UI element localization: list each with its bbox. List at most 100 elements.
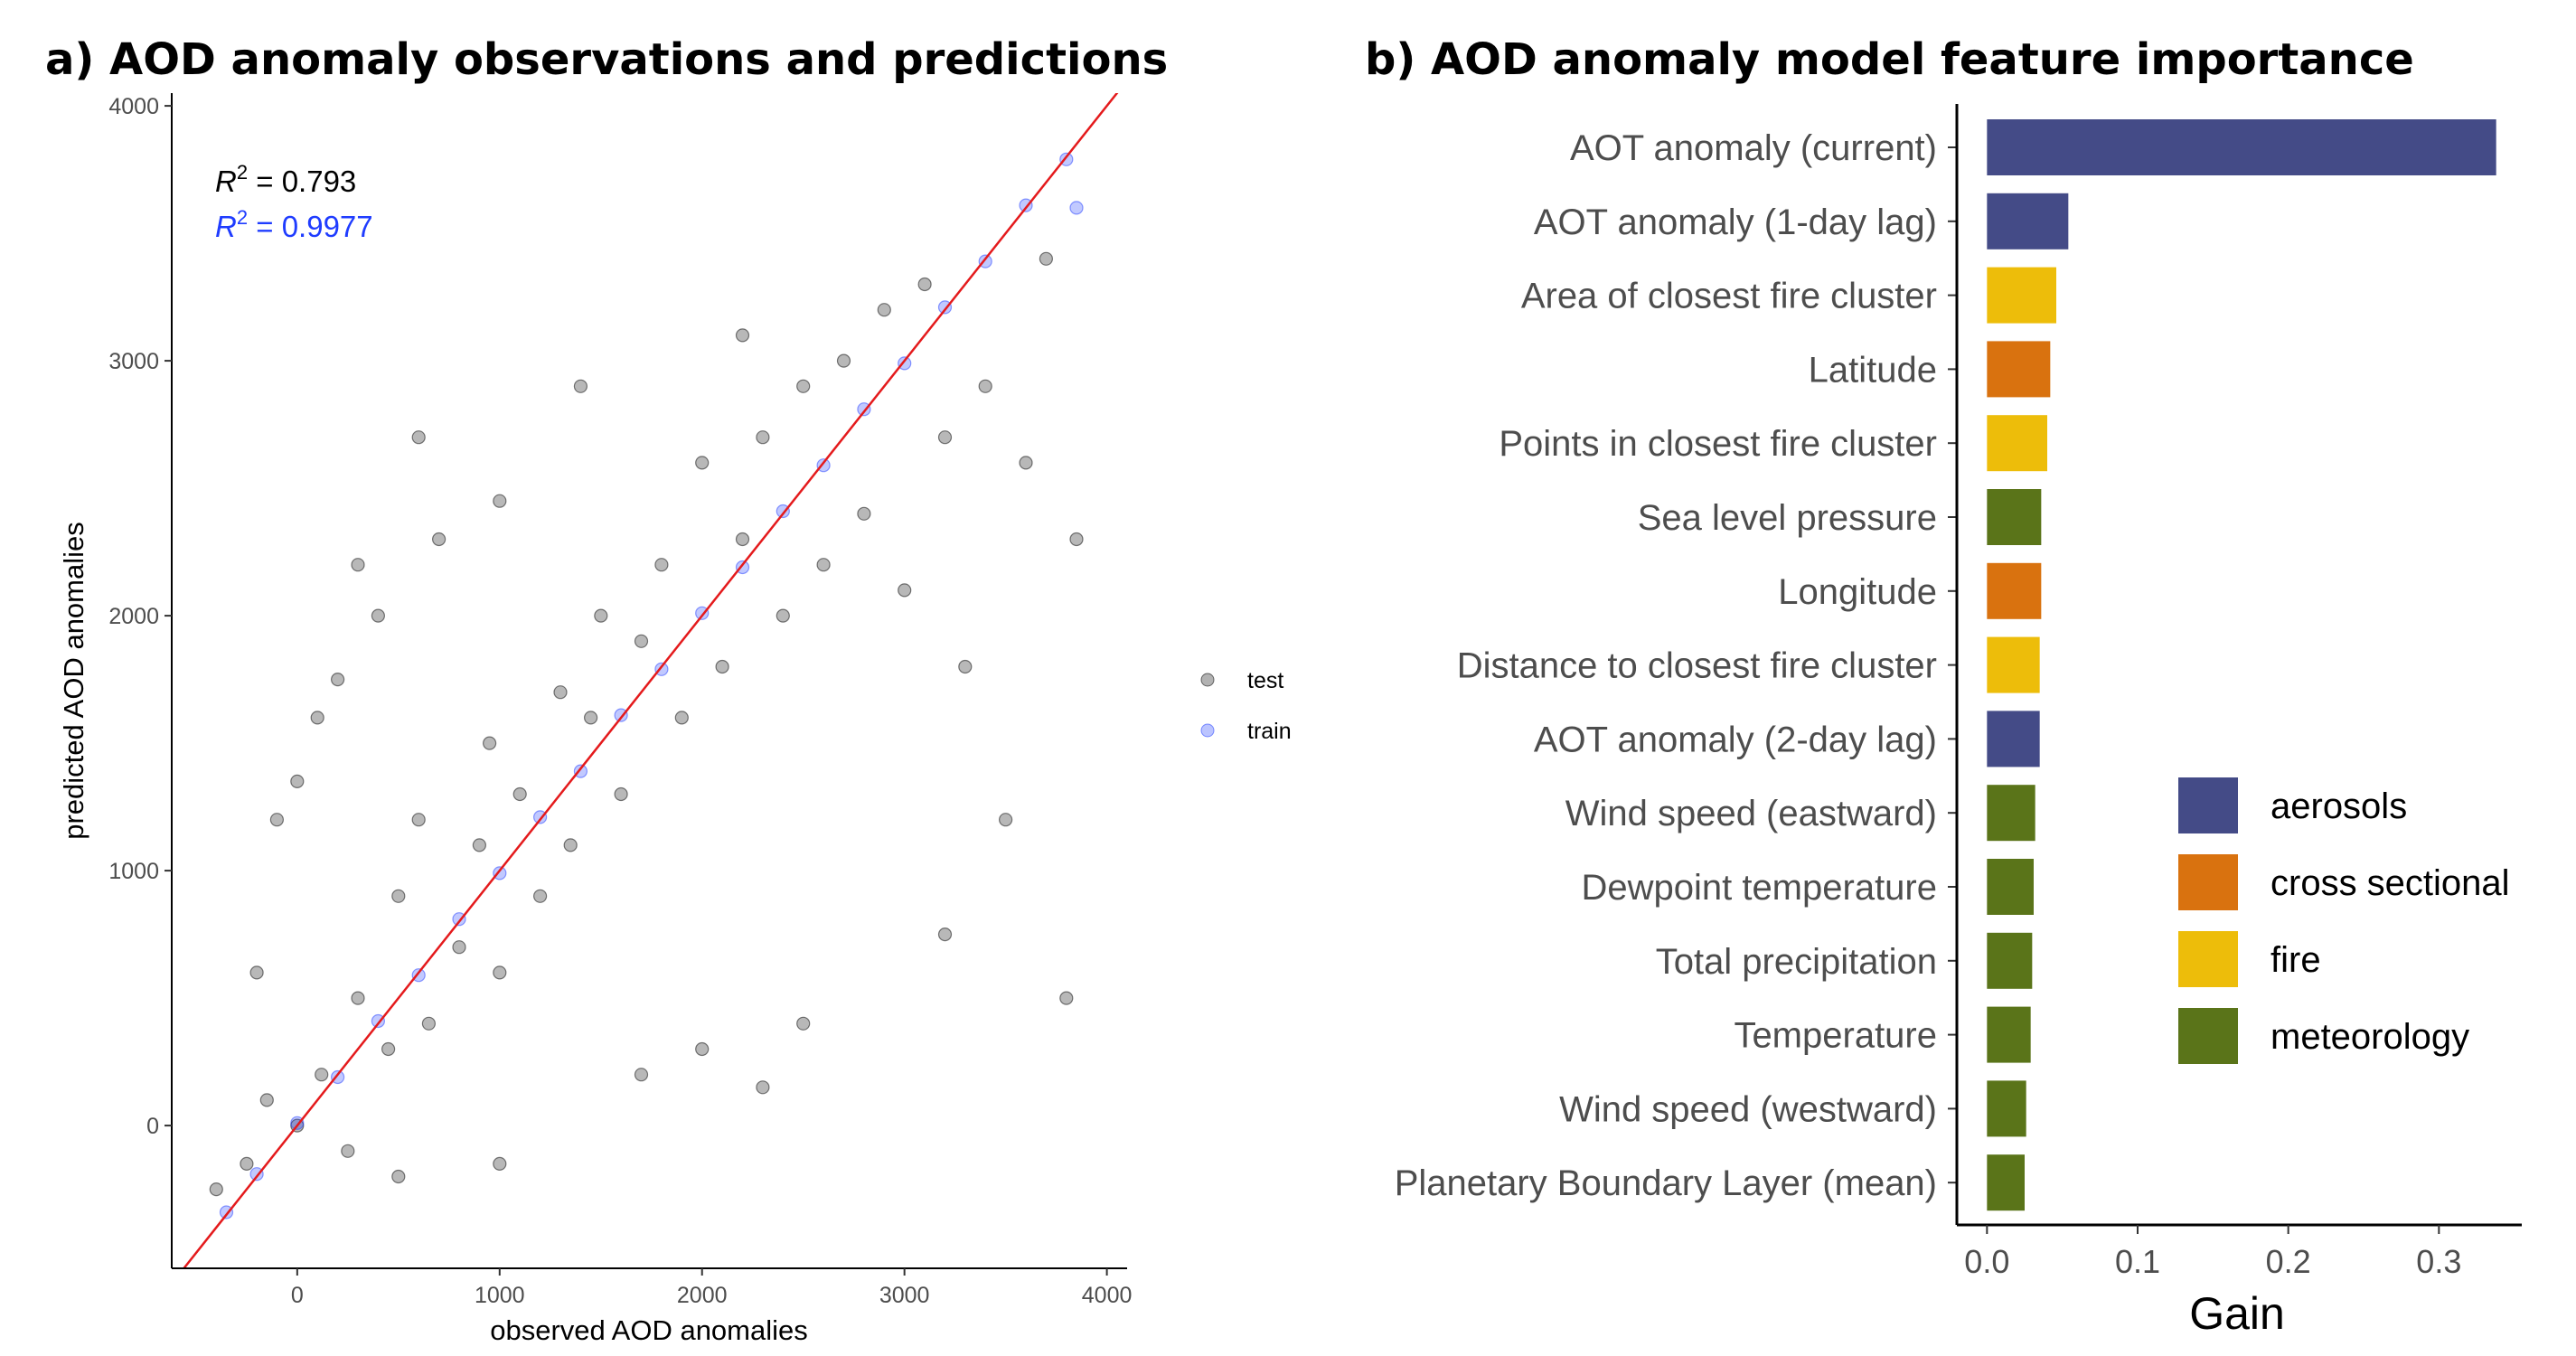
b-x-tick-label-1: 0.1 [2115,1243,2160,1280]
test-point-32 [836,353,851,368]
test-point-61 [290,774,305,789]
test-point-0 [209,1182,223,1197]
x-tick-label-3: 3000 [879,1283,930,1308]
b-x-axis-ticks: 0.0 0.1 0.2 0.3 [1964,1225,2461,1280]
category-label-4: Points in closest fire cluster [1499,424,1937,464]
category-label-10: Dewpoint temperature [1581,868,1937,908]
test-point-11 [452,940,466,955]
y-axis-ticks: 0 1000 2000 3000 4000 [108,94,172,1139]
test-point-17 [553,685,568,700]
test-point-50 [573,379,588,393]
test-point-10 [421,1016,436,1031]
category-label-5: Sea level pressure [1638,498,1937,538]
test-point-28 [756,430,770,445]
legend-test-marker [1200,673,1215,687]
b-x-tick-label-3: 0.3 [2416,1243,2461,1280]
panel-b-bars [1987,119,2496,1211]
bar-6 [1987,562,2042,619]
bar-3 [1987,341,2051,398]
category-label-2: Area of closest fire cluster [1521,277,1937,316]
test-point-45 [331,672,345,687]
test-point-22 [634,634,649,648]
test-point-38 [958,659,973,674]
bar-2 [1987,267,2056,324]
test-point-39 [978,379,992,393]
test-point-31 [816,558,831,572]
y-axis-title: predicted AOD anomalies [58,522,89,840]
test-point-26 [715,659,729,674]
test-point-58 [391,1169,406,1184]
panel-b-bar-chart: b) AOD anomaly model feature importance … [1365,34,2522,1339]
legend-test-label: test [1247,668,1283,693]
test-point-34 [877,303,891,317]
test-point-8 [391,889,406,903]
legend-label-2: fire [2270,940,2321,980]
category-label-6: Longitude [1778,572,1937,612]
train-point-22 [1069,201,1084,215]
b-x-tick-label-0: 0.0 [1964,1243,2009,1280]
category-label-8: AOT anomaly (2-day lag) [1534,720,1937,759]
bar-0 [1987,119,2496,175]
r2-train-label: R2 = 0.9977 [215,206,373,243]
test-point-54 [756,1080,770,1095]
bar-1 [1987,193,2069,250]
test-point-21 [614,786,628,802]
x-tick-label-4: 4000 [1082,1283,1133,1308]
test-point-53 [937,927,953,942]
test-point-60 [269,813,284,827]
legend-label-1: cross sectional [2270,863,2510,903]
bar-10 [1987,859,2034,915]
legend-swatch-3 [2178,1008,2238,1064]
bar-9 [1987,785,2035,842]
test-point-42 [1039,251,1054,266]
x-tick-label-0: 0 [291,1283,304,1308]
test-point-33 [857,506,871,521]
legend-train-label: train [1247,719,1292,744]
test-point-13 [482,736,497,750]
panel-a-points [209,152,1084,1219]
legend-a: test train [1200,668,1292,744]
test-point-51 [735,328,750,343]
test-point-35 [898,583,912,598]
category-label-7: Distance to closest fire cluster [1457,646,1937,686]
test-point-14 [493,965,507,980]
test-point-12 [472,838,487,852]
test-point-47 [432,532,447,547]
test-point-30 [796,379,811,393]
bar-13 [1987,1080,2026,1137]
category-label-12: Temperature [1734,1016,1937,1056]
legend-b: aerosols cross sectional fire meteorology [2178,777,2510,1064]
category-label-0: AOT anomaly (current) [1570,128,1937,168]
bar-7 [1987,636,2040,693]
test-point-5 [341,1144,355,1158]
legend-train-marker [1200,723,1215,738]
test-point-40 [998,813,1013,827]
test-point-15 [512,786,527,802]
panel-b-category-labels: AOT anomaly (current) AOT anomaly (1-day … [1395,128,1957,1203]
x-tick-label-1: 1000 [475,1283,525,1308]
panel-a-title: a) AOD anomaly observations and predicti… [45,34,1168,85]
test-point-62 [310,711,324,725]
bar-12 [1987,1006,2031,1063]
test-point-6 [351,991,365,1005]
test-point-63 [371,608,385,623]
category-label-14: Planetary Boundary Layer (mean) [1395,1163,1937,1203]
test-point-43 [1059,991,1074,1005]
x-tick-label-2: 2000 [677,1283,728,1308]
x-axis-ticks: 0 1000 2000 3000 4000 [291,1268,1133,1308]
legend-swatch-0 [2178,777,2238,833]
test-point-27 [735,532,750,547]
bar-4 [1987,415,2047,472]
test-point-20 [594,608,608,623]
bar-11 [1987,932,2033,989]
y-tick-label-0: 0 [146,1114,159,1139]
legend-label-3: meteorology [2270,1017,2469,1057]
test-point-55 [695,1041,710,1057]
y-tick-label-3: 3000 [108,349,159,374]
legend-swatch-1 [2178,854,2238,910]
y-tick-label-4: 4000 [108,94,159,119]
test-point-59 [249,965,264,980]
test-point-1 [240,1156,254,1172]
test-point-7 [381,1041,396,1057]
test-point-37 [937,430,953,445]
